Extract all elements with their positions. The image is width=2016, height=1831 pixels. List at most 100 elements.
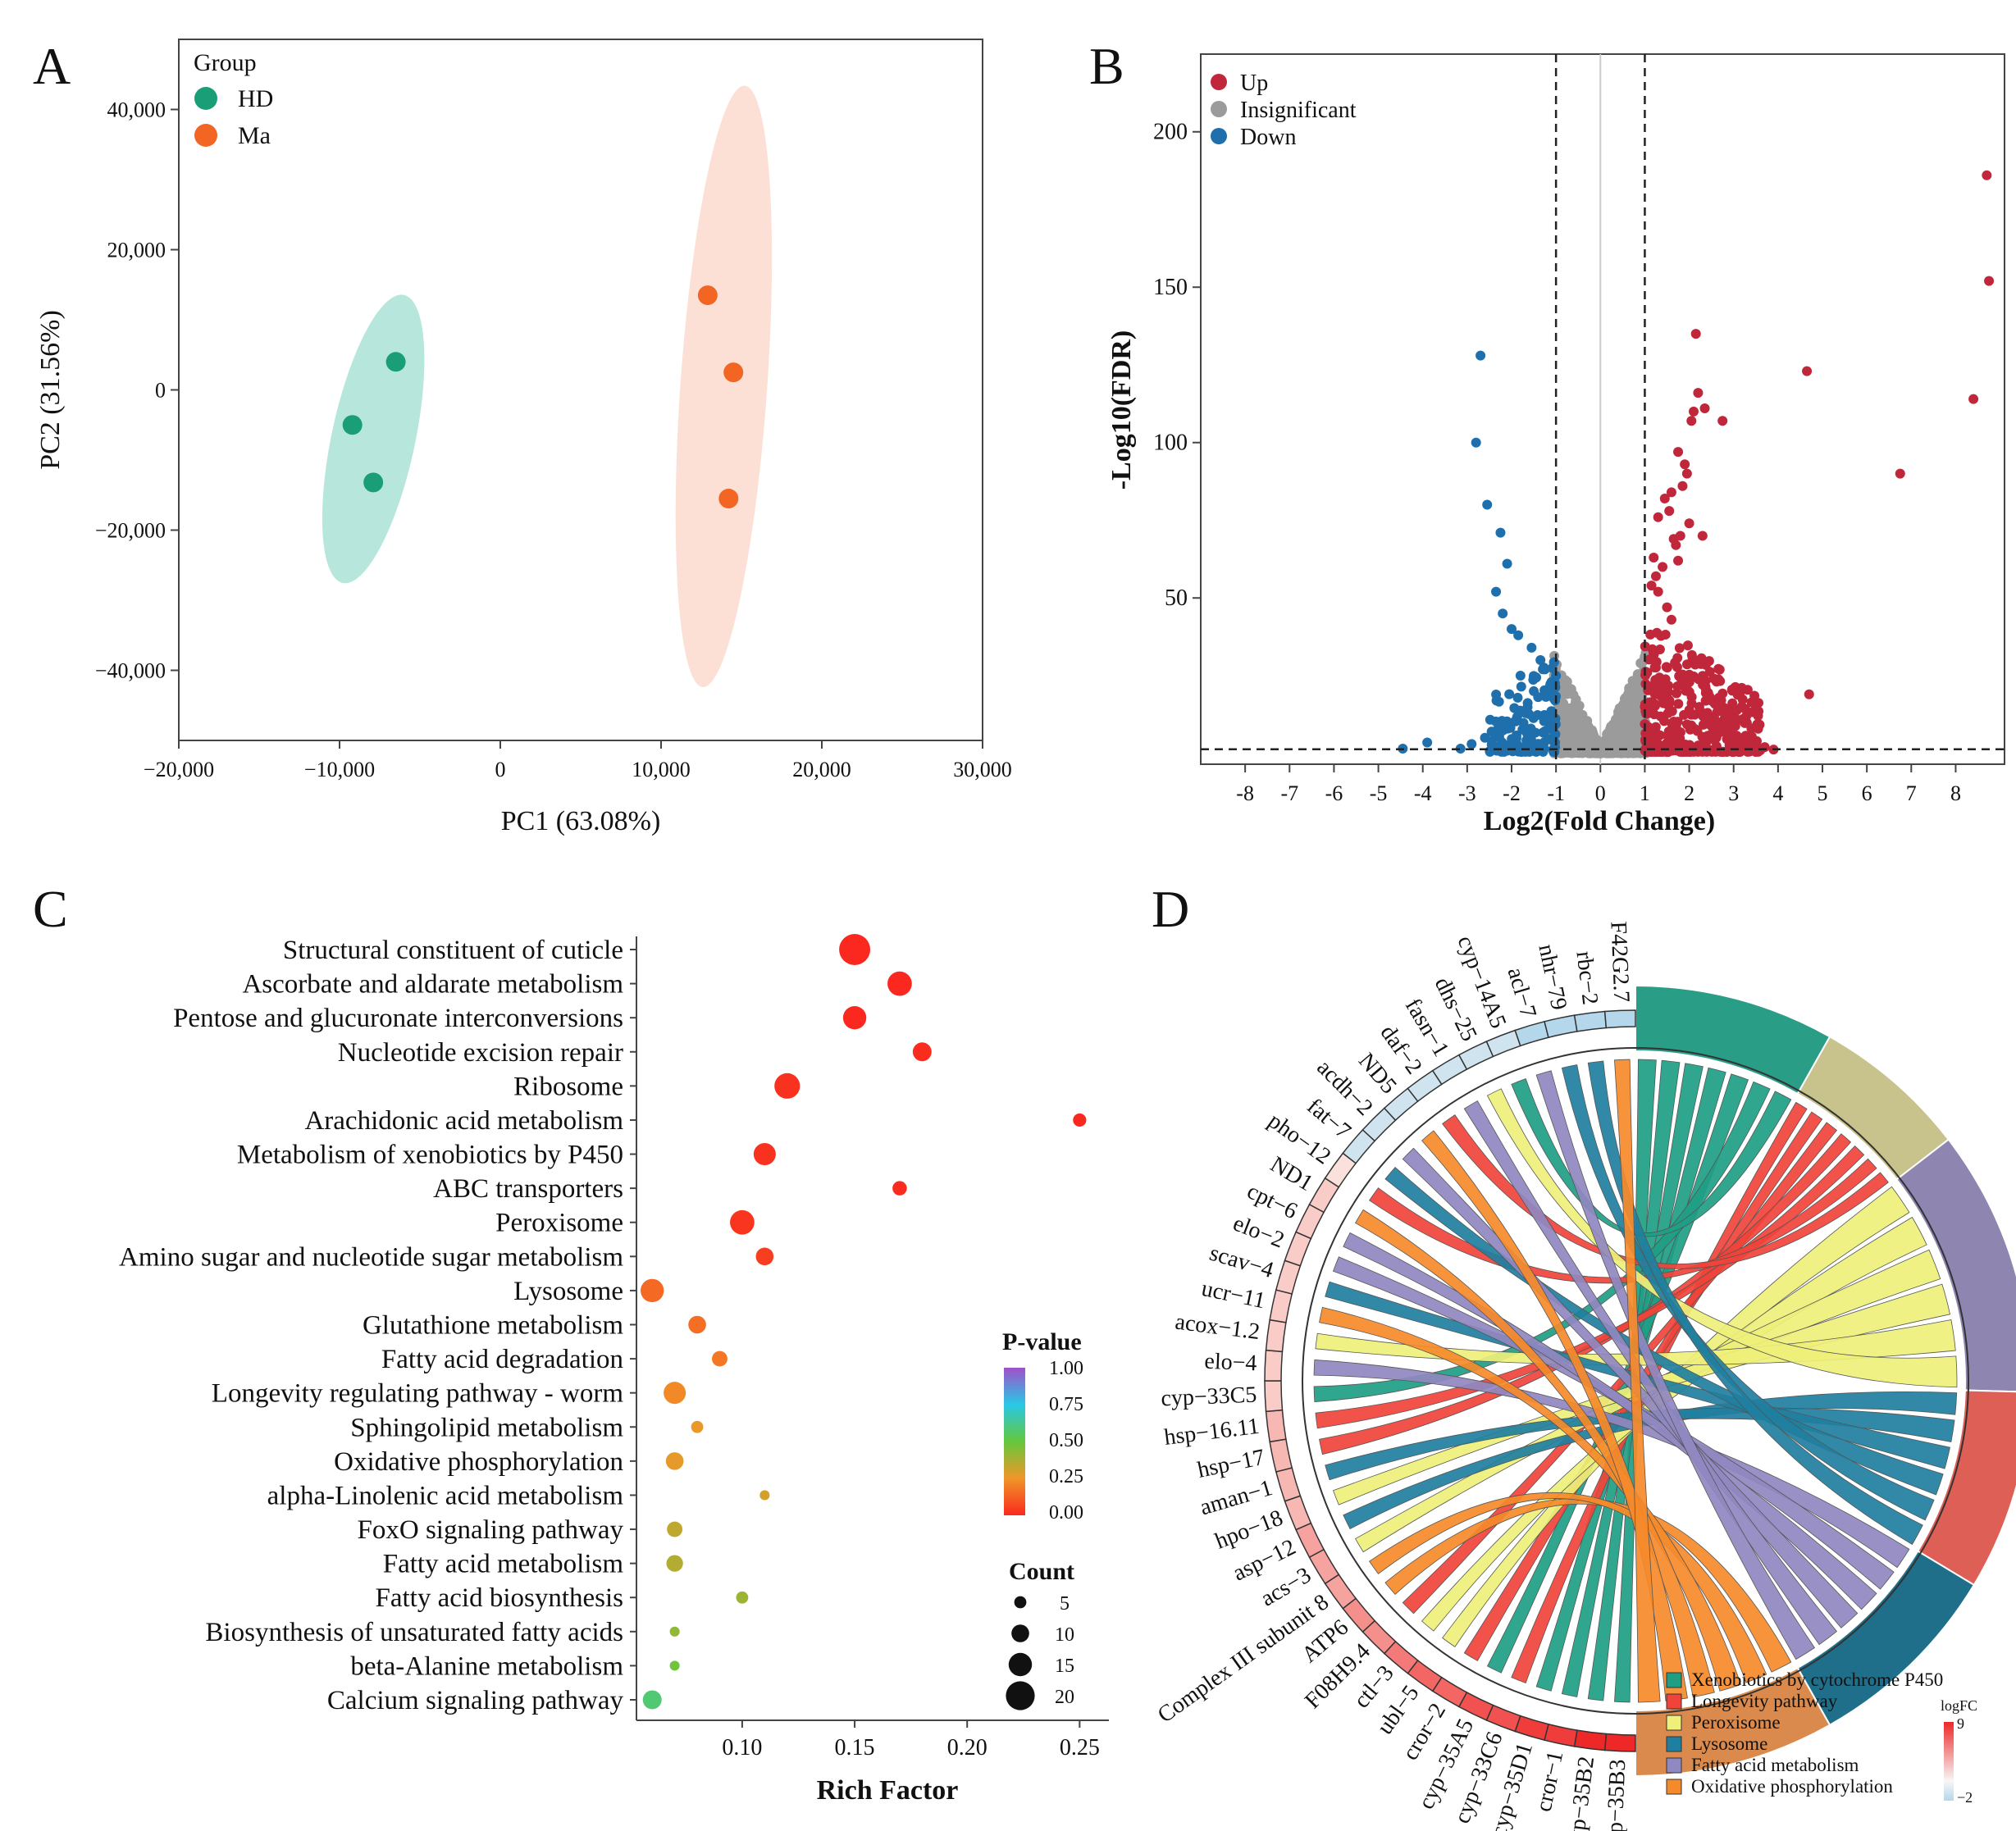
enrichment-dot <box>912 1042 932 1062</box>
gene-logfc-cell <box>1573 1729 1608 1751</box>
up-point <box>1672 681 1683 691</box>
legend-label-insignificant: Insignificant <box>1240 98 1357 123</box>
pathway-label: Lysosome <box>513 1277 623 1306</box>
pathway-label: Ascorbate and aldarate metabolism <box>242 970 623 1000</box>
chord-ribbon <box>1319 1306 1742 1692</box>
up-point <box>1658 562 1668 572</box>
up-point <box>1674 643 1685 654</box>
pvalue-colorbar <box>1004 1368 1025 1515</box>
chord-ribbon <box>1333 1256 1895 1590</box>
enrichment-dot <box>667 1521 683 1537</box>
pathway-label: Peroxisome <box>495 1209 623 1238</box>
up-point <box>1693 388 1704 399</box>
up-point <box>1984 276 1995 286</box>
enrichment-dot <box>669 1660 680 1671</box>
up-point <box>1653 512 1663 522</box>
insignificant-point <box>1579 738 1590 749</box>
x-tick-label: 0 <box>1595 781 1606 805</box>
down-point <box>1546 676 1557 687</box>
pathway-label: Pentose and glucuronate interconversions <box>173 1004 623 1033</box>
down-point <box>1509 703 1520 713</box>
gene-label: rbc−2 <box>1571 950 1603 1006</box>
enrichment-dot <box>736 1591 749 1604</box>
up-point <box>1736 701 1747 712</box>
gene-logfc-cell <box>1264 1349 1284 1382</box>
chord-ribbon <box>1384 1497 1792 1673</box>
enrichment-dot <box>753 1143 776 1166</box>
down-point <box>1513 630 1524 640</box>
x-axis-label: Rich Factor <box>817 1775 959 1806</box>
up-point <box>1681 468 1692 479</box>
up-point <box>1722 708 1732 719</box>
insignificant-point <box>1561 736 1571 746</box>
down-point <box>1515 670 1526 681</box>
pathway-label: Fatty acid degradation <box>381 1345 623 1374</box>
x-tick-label: -7 <box>1280 781 1298 805</box>
down-point <box>1535 655 1546 666</box>
up-point <box>1659 493 1670 503</box>
up-point <box>1731 717 1741 727</box>
down-point <box>1494 696 1504 707</box>
y-tick-label: 150 <box>1153 275 1188 300</box>
y-tick-label: 100 <box>1153 430 1188 456</box>
up-point <box>1741 739 1752 749</box>
gene-logfc-cell <box>1485 1029 1521 1058</box>
up-point <box>1656 631 1667 641</box>
up-point <box>1717 416 1728 426</box>
insignificant-point <box>1563 716 1574 726</box>
chord-ribbon <box>1319 1133 1852 1455</box>
legend-marker-ma <box>194 124 217 147</box>
pathway-label: Longevity regulating pathway - worm <box>212 1379 624 1409</box>
insignificant-point <box>1574 700 1585 711</box>
x-tick-label: -5 <box>1370 781 1388 805</box>
enrichment-dot <box>730 1209 755 1235</box>
x-axis-label: Log2(Fold Change) <box>1484 806 1715 836</box>
down-point <box>1502 558 1512 569</box>
legend-label: Longevity pathway <box>1691 1691 1838 1711</box>
up-point <box>1663 699 1674 710</box>
size-legend-dot <box>1011 1624 1029 1642</box>
down-point <box>1505 722 1516 733</box>
down-point <box>1476 350 1486 361</box>
up-point <box>1713 674 1724 685</box>
down-point <box>1507 624 1517 635</box>
down-point <box>1482 499 1493 510</box>
y-tick-label: 20,000 <box>107 239 166 262</box>
colorbar-tick-label: 0.25 <box>1049 1466 1083 1487</box>
x-axis-label: PC1 (63.08%) <box>501 806 661 836</box>
legend-swatch <box>1666 1693 1682 1710</box>
up-point <box>1802 366 1813 376</box>
down-point <box>1495 527 1506 538</box>
colorbar-tick-label: 0.00 <box>1049 1502 1083 1524</box>
up-point <box>1699 403 1710 414</box>
up-point <box>1654 672 1665 683</box>
chord-ribbon <box>1614 1059 1661 1703</box>
up-point <box>1895 468 1905 479</box>
up-point <box>1968 394 1979 404</box>
up-point <box>1697 731 1708 742</box>
data-point-ma <box>718 489 739 509</box>
gene-logfc-cell <box>1275 1259 1302 1295</box>
down-point <box>1504 689 1515 699</box>
up-point <box>1645 629 1656 640</box>
enrichment-dot <box>669 1626 680 1637</box>
enrichment-dot <box>664 1382 686 1405</box>
size-legend-label: 10 <box>1055 1624 1074 1646</box>
up-point <box>1720 717 1731 728</box>
gene-label: cror−1 <box>1531 1749 1569 1815</box>
up-point <box>1698 719 1708 730</box>
x-tick-label: -2 <box>1503 781 1521 805</box>
data-point-ma <box>723 362 744 383</box>
data-point-hd <box>385 352 406 372</box>
gene-label: hsp−16.11 <box>1163 1414 1261 1451</box>
down-point <box>1526 734 1536 745</box>
up-point <box>1664 506 1675 517</box>
down-point <box>1548 694 1559 704</box>
x-tick-label: 3 <box>1728 781 1739 805</box>
down-point <box>1530 745 1540 755</box>
enrichment-dot <box>665 1452 684 1470</box>
panel-label-d: D <box>1152 880 1189 938</box>
legend-label-up: Up <box>1240 71 1268 96</box>
insignificant-point <box>1624 744 1635 754</box>
